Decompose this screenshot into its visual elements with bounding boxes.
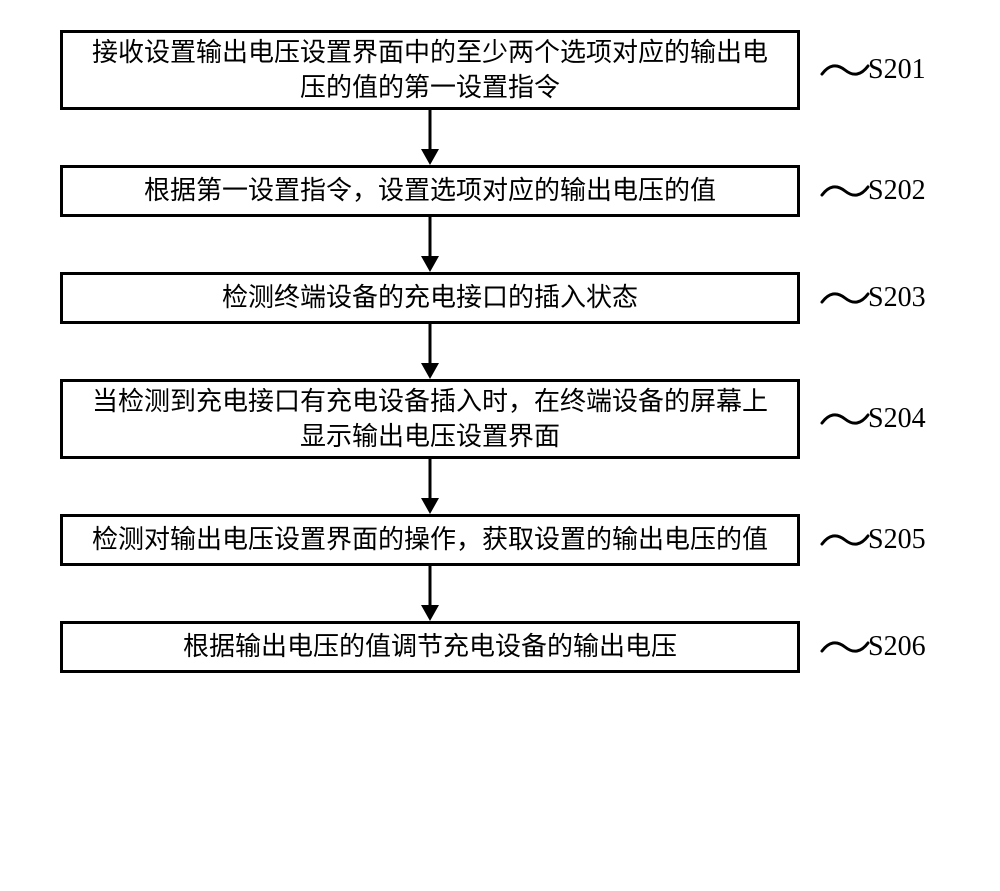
flow-step-text: 检测对输出电压设置界面的操作，获取设置的输出电压的值 bbox=[92, 522, 768, 557]
connector-tilde bbox=[820, 58, 870, 82]
connector-tilde bbox=[820, 528, 870, 552]
flow-step-row: 检测终端设备的充电接口的插入状态S203 bbox=[60, 272, 820, 324]
flow-arrow bbox=[60, 459, 800, 514]
flow-step-text: 接收设置输出电压设置界面中的至少两个选项对应的输出电压的值的第一设置指令 bbox=[92, 35, 768, 105]
flow-step-text: 根据第一设置指令，设置选项对应的输出电压的值 bbox=[144, 173, 716, 208]
flow-step-row: 检测对输出电压设置界面的操作，获取设置的输出电压的值S205 bbox=[60, 514, 820, 566]
flowchart-container: 接收设置输出电压设置界面中的至少两个选项对应的输出电压的值的第一设置指令S201… bbox=[60, 30, 820, 673]
flow-step-label: S203 bbox=[868, 282, 926, 314]
flow-step-label: S206 bbox=[868, 631, 926, 663]
flow-step-row: 根据第一设置指令，设置选项对应的输出电压的值S202 bbox=[60, 165, 820, 217]
flow-step-row: 接收设置输出电压设置界面中的至少两个选项对应的输出电压的值的第一设置指令S201 bbox=[60, 30, 820, 110]
connector-tilde bbox=[820, 286, 870, 310]
flow-arrow bbox=[60, 217, 800, 272]
flow-arrow bbox=[60, 110, 800, 165]
flow-step-box: 接收设置输出电压设置界面中的至少两个选项对应的输出电压的值的第一设置指令 bbox=[60, 30, 800, 110]
flow-step-box: 根据输出电压的值调节充电设备的输出电压 bbox=[60, 621, 800, 673]
flow-step-box: 检测终端设备的充电接口的插入状态 bbox=[60, 272, 800, 324]
flow-step-row: 根据输出电压的值调节充电设备的输出电压S206 bbox=[60, 621, 820, 673]
flow-step-text: 根据输出电压的值调节充电设备的输出电压 bbox=[183, 629, 677, 664]
flow-step-text: 检测终端设备的充电接口的插入状态 bbox=[222, 280, 638, 315]
connector-tilde bbox=[820, 179, 870, 203]
flow-step-box: 当检测到充电接口有充电设备插入时，在终端设备的屏幕上显示输出电压设置界面 bbox=[60, 379, 800, 459]
flow-step-box: 根据第一设置指令，设置选项对应的输出电压的值 bbox=[60, 165, 800, 217]
connector-tilde bbox=[820, 635, 870, 659]
flow-step-row: 当检测到充电接口有充电设备插入时，在终端设备的屏幕上显示输出电压设置界面S204 bbox=[60, 379, 820, 459]
flow-arrow bbox=[60, 566, 800, 621]
flow-arrow bbox=[60, 324, 800, 379]
flow-step-label: S205 bbox=[868, 524, 926, 556]
flow-step-text: 当检测到充电接口有充电设备插入时，在终端设备的屏幕上显示输出电压设置界面 bbox=[92, 384, 768, 454]
flow-step-label: S204 bbox=[868, 403, 926, 435]
connector-tilde bbox=[820, 407, 870, 431]
flow-step-label: S202 bbox=[868, 175, 926, 207]
flow-step-label: S201 bbox=[868, 54, 926, 86]
flow-step-box: 检测对输出电压设置界面的操作，获取设置的输出电压的值 bbox=[60, 514, 800, 566]
